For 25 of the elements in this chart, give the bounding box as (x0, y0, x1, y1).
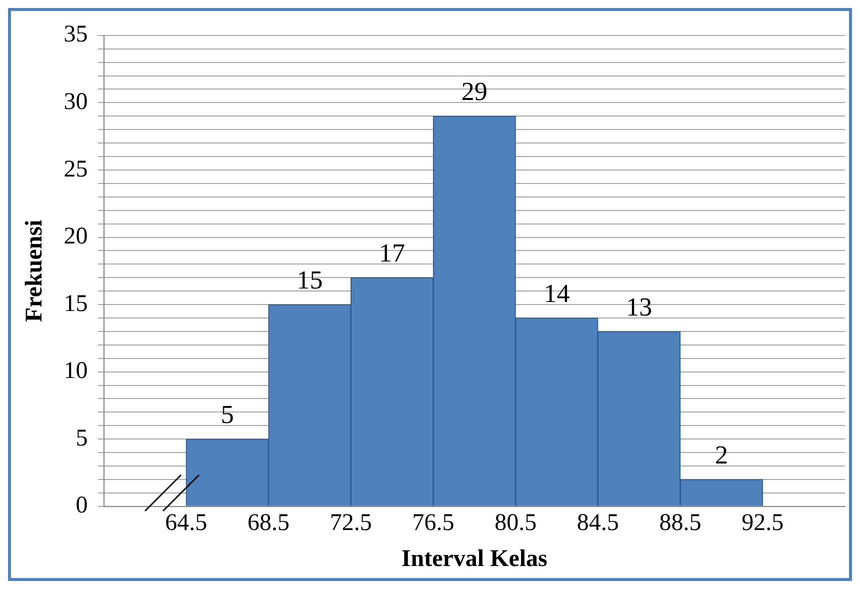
y-tick-label: 20 (64, 224, 88, 250)
y-tick-label: 25 (64, 156, 88, 182)
y-tick-label: 10 (64, 358, 88, 384)
data-label: 17 (379, 238, 406, 268)
y-tick-label: 35 (64, 22, 88, 48)
y-tick-label: 15 (64, 290, 88, 317)
data-label: 2 (714, 440, 728, 470)
y-tick-label: 5 (76, 425, 88, 452)
x-tick-label: 88.5 (659, 510, 702, 536)
data-label: 15 (296, 265, 323, 294)
x-tick-label: 76.5 (412, 510, 454, 536)
x-tick-label: 72.5 (330, 510, 372, 536)
y-tick-label: 30 (64, 88, 88, 115)
data-label: 13 (626, 292, 652, 322)
x-tick-label: 92.5 (742, 510, 784, 536)
data-label: 14 (544, 278, 570, 308)
y-tick-label: 0 (76, 492, 88, 519)
x-tick-label: 80.5 (494, 510, 537, 536)
x-tick-label: 64.5 (165, 510, 208, 536)
data-label: 29 (461, 76, 488, 106)
y-axis-title: Frekuensi (22, 219, 48, 322)
x-tick-label: 84.5 (576, 510, 619, 536)
data-label: 5 (220, 400, 234, 429)
x-axis-title: Interval Kelas (401, 546, 548, 572)
x-tick-label: 68.5 (248, 510, 290, 536)
